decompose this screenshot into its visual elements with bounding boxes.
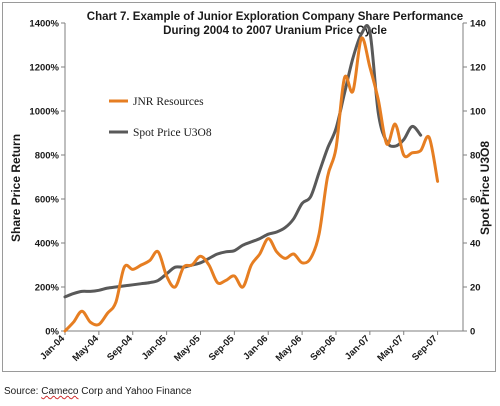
right-axis-title: Spot Price U3O8 <box>478 141 492 235</box>
x-tick-label: May-07 <box>375 333 406 364</box>
chart-title-line-2: During 2004 to 2007 Uranium Price Cycle <box>163 25 387 37</box>
left-tick-label: 1400% <box>29 19 59 30</box>
right-tick-label: 0 <box>470 327 475 338</box>
x-tick-label: May-05 <box>172 333 203 364</box>
series-lines <box>63 24 440 333</box>
legend-label-jnr: JNR Resources <box>133 96 204 108</box>
source-highlight: Cameco <box>41 386 79 397</box>
chart-frame: Chart 7. Example of Junior Exploration C… <box>2 2 496 372</box>
chart-title: Chart 7. Example of Junior Exploration C… <box>87 11 463 37</box>
x-tick-label: May-04 <box>70 333 101 364</box>
left-tick-label: 800% <box>35 151 60 162</box>
left-tick-label: 0% <box>45 327 59 338</box>
x-tick-label: Sep-07 <box>410 333 440 363</box>
left-tick-label: 1000% <box>29 107 59 118</box>
right-tick-label: 80 <box>470 151 481 162</box>
source-prefix: Source: <box>4 386 42 397</box>
axes <box>61 22 467 335</box>
source-note: Source: Cameco Corp and Yahoo Finance <box>4 386 192 397</box>
right-tick-label: 20 <box>470 283 481 294</box>
left-tick-label: 600% <box>35 195 60 206</box>
left-tick-label: 400% <box>35 239 60 250</box>
series-line-jnr-resources <box>63 36 440 333</box>
x-tick-label: Jan-05 <box>140 333 170 363</box>
chart-title-line-1: Chart 7. Example of Junior Exploration C… <box>87 11 463 23</box>
legend: JNR Resources Spot Price U3O8 <box>109 96 212 139</box>
x-tick-label: May-06 <box>274 333 305 364</box>
right-tick-label: 40 <box>470 239 481 250</box>
x-tick-label: Sep-04 <box>105 333 135 363</box>
left-tick-label: 1200% <box>29 63 59 74</box>
source-suffix: Corp and Yahoo Finance <box>78 386 192 397</box>
left-tick-label: 200% <box>35 283 60 294</box>
series-line-spot-price <box>63 24 423 299</box>
right-tick-label: 60 <box>470 195 481 206</box>
x-tick-label: Sep-05 <box>207 333 237 363</box>
left-axis-title: Share Price Return <box>9 134 23 242</box>
x-tick-label: Jan-06 <box>241 333 270 362</box>
right-tick-label: 140 <box>470 19 486 30</box>
x-tick-label: Jan-07 <box>343 333 372 362</box>
right-tick-label: 100 <box>470 107 486 118</box>
chart-svg: Chart 7. Example of Junior Exploration C… <box>9 11 492 364</box>
x-tick-label: Sep-06 <box>308 333 338 363</box>
right-tick-label: 120 <box>470 63 486 74</box>
legend-label-spot: Spot Price U3O8 <box>133 127 212 139</box>
tick-labels: 0% 200% 400% 600% 800% 1000% 1200% 1400% 0 20 40 60… <box>29 19 485 364</box>
